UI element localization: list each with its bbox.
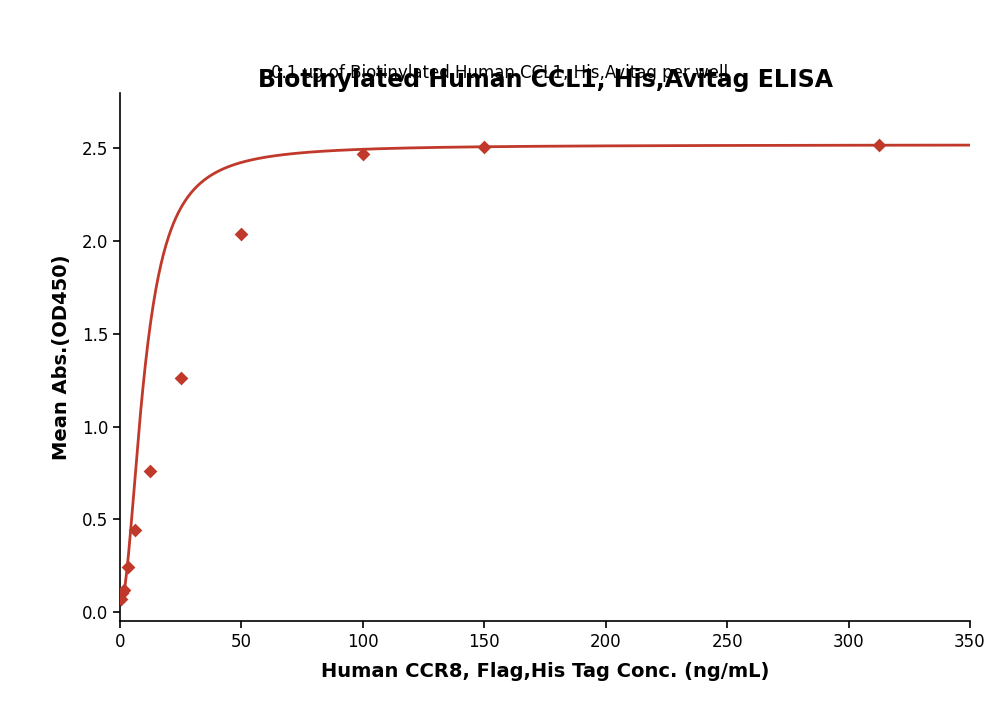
Point <box>116 584 132 595</box>
Point <box>233 228 249 239</box>
Point <box>127 525 143 536</box>
Point <box>173 373 189 384</box>
Point <box>114 588 130 599</box>
Point <box>871 139 887 151</box>
Point <box>355 149 371 160</box>
Point <box>120 562 136 573</box>
Point <box>142 466 158 477</box>
Y-axis label: Mean Abs.(OD450): Mean Abs.(OD450) <box>52 254 71 460</box>
Point <box>476 141 492 152</box>
X-axis label: Human CCR8, Flag,His Tag Conc. (ng/mL): Human CCR8, Flag,His Tag Conc. (ng/mL) <box>321 662 769 681</box>
Point <box>113 593 129 605</box>
Text: 0.1 μg of Biotinylated Human CCL1, His,Avitag per well: 0.1 μg of Biotinylated Human CCL1, His,A… <box>271 64 729 82</box>
Title: Biotinylated Human CCL1, His,Avitag ELISA: Biotinylated Human CCL1, His,Avitag ELIS… <box>258 69 832 92</box>
